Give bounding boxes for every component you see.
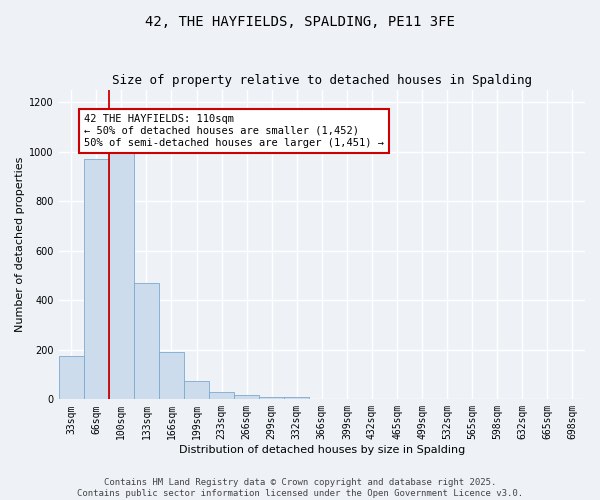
Bar	[134, 283, 159, 400]
X-axis label: Distribution of detached houses by size in Spalding: Distribution of detached houses by size …	[179, 445, 465, 455]
Bar	[59, 356, 84, 400]
Bar	[259, 397, 284, 400]
Bar	[84, 159, 109, 400]
Bar	[109, 146, 134, 400]
Text: 42 THE HAYFIELDS: 110sqm
← 50% of detached houses are smaller (1,452)
50% of sem: 42 THE HAYFIELDS: 110sqm ← 50% of detach…	[84, 114, 384, 148]
Text: 42, THE HAYFIELDS, SPALDING, PE11 3FE: 42, THE HAYFIELDS, SPALDING, PE11 3FE	[145, 15, 455, 29]
Title: Size of property relative to detached houses in Spalding: Size of property relative to detached ho…	[112, 74, 532, 87]
Bar	[284, 397, 309, 400]
Y-axis label: Number of detached properties: Number of detached properties	[15, 157, 25, 332]
Bar	[184, 380, 209, 400]
Bar	[159, 352, 184, 400]
Bar	[209, 392, 234, 400]
Text: Contains HM Land Registry data © Crown copyright and database right 2025.
Contai: Contains HM Land Registry data © Crown c…	[77, 478, 523, 498]
Bar	[234, 395, 259, 400]
